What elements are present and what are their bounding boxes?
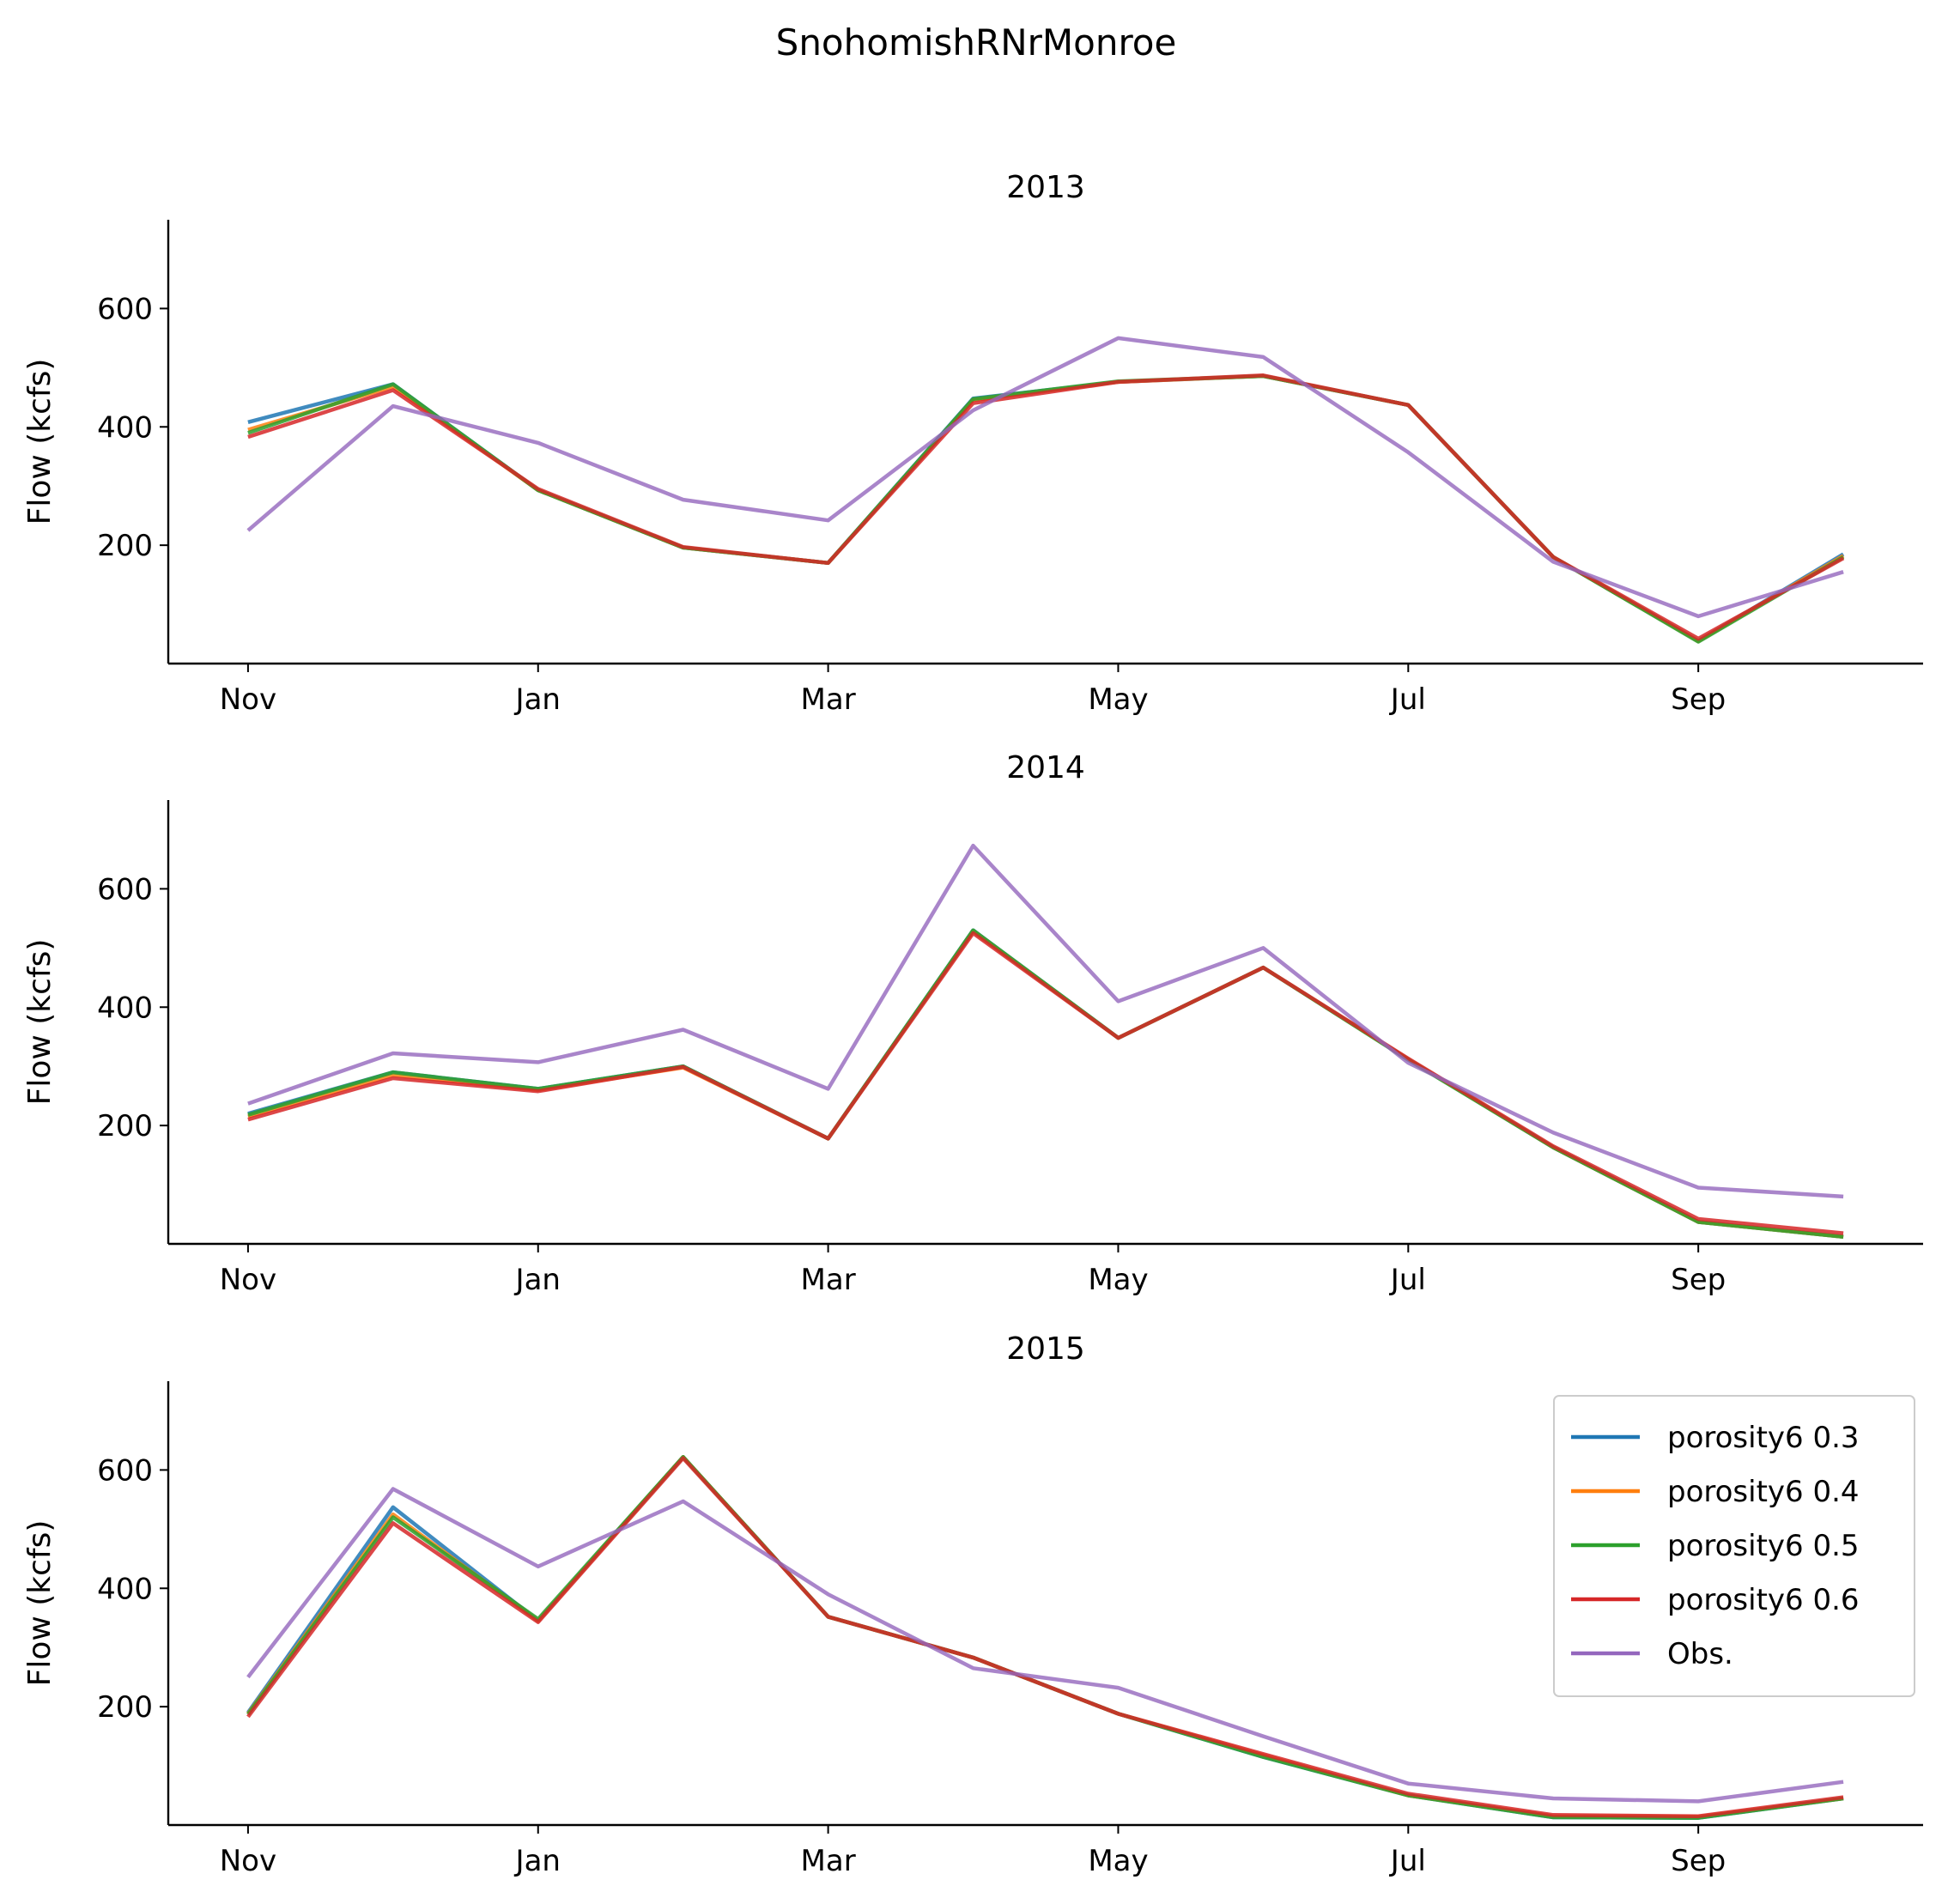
x-tick-label: Jul [1389,1844,1426,1878]
panels: 2013 Flow (kcfs) 200 400 600 Nov Jan Mar May Jul S… [22,170,1923,1878]
x-tick-label: Jul [1389,682,1426,717]
x-tick-label: Nov [220,1263,276,1297]
legend-entry-obs: Obs. [1571,1637,1733,1671]
panel-2013: 2013 Flow (kcfs) 200 400 600 Nov Jan Mar May Jul S… [22,170,1923,717]
legend-label: porosity6 0.6 [1667,1583,1860,1617]
y-tick-label: 600 [97,292,153,326]
y-tick-label: 200 [97,529,153,563]
x-tick-label: Mar [801,1263,856,1297]
y-tick-label: 600 [97,1453,153,1488]
series-line-porosity6-0-5 [247,928,1844,1239]
x-tick-label: May [1088,1263,1148,1297]
x-tick-label: Nov [220,682,276,717]
y-axis-label: Flow (kcfs) [22,359,58,525]
y-axis-label: Flow (kcfs) [22,1520,58,1687]
panel-2015: 2015 Flow (kcfs) 200 400 600 Nov Jan Mar May Jul S… [22,1331,1923,1878]
legend-label: porosity6 0.4 [1667,1475,1860,1509]
legend-frame [1553,1395,1915,1697]
y-tick-label: 400 [97,1572,153,1606]
x-tick-label: Jan [514,1844,561,1878]
figure-title: SnohomishRNrMonroe [776,21,1177,64]
series-line-porosity6-0-6 [246,1456,1844,1818]
x-tick-label: Jan [514,682,561,717]
x-tick-label: Jan [514,1263,561,1297]
series-line-obs [246,336,1844,619]
y-tick-label: 600 [97,872,153,907]
x-tick-label: Jul [1389,1263,1426,1297]
y-tick-label: 200 [97,1109,153,1143]
legend-label: porosity6 0.5 [1667,1529,1860,1563]
legend-label: Obs. [1667,1637,1733,1671]
y-tick-label: 400 [97,991,153,1025]
series-line-porosity6-0-5 [247,373,1845,644]
x-tick-label: Sep [1671,682,1726,717]
legend-entry-porosity6-0-6: porosity6 0.6 [1571,1583,1860,1617]
x-tick-label: Mar [801,682,856,717]
x-tick-label: Nov [220,1844,276,1878]
series-line-obs [247,843,1844,1199]
legend-entry-porosity6-0-3: porosity6 0.3 [1571,1421,1860,1455]
series-line-porosity6-0-4 [247,373,1845,644]
panel-title: 2015 [1006,1331,1085,1367]
y-tick-label: 200 [97,1690,153,1725]
legend-entry-porosity6-0-5: porosity6 0.5 [1571,1529,1860,1563]
legend-label: porosity6 0.3 [1667,1421,1860,1455]
y-tick-label: 400 [97,410,153,445]
x-tick-label: May [1088,1844,1148,1878]
series-line-porosity6-0-6 [247,373,1845,641]
panel-title: 2013 [1006,170,1085,205]
series-line-porosity6-0-6 [247,931,1844,1235]
x-tick-label: Mar [801,1844,856,1878]
y-axis-label: Flow (kcfs) [22,939,58,1106]
x-tick-label: Sep [1671,1263,1726,1297]
x-tick-label: Sep [1671,1844,1726,1878]
series-line-obs [246,1487,1844,1804]
panel-title: 2014 [1006,750,1085,785]
legend-entry-porosity6-0-4: porosity6 0.4 [1571,1475,1860,1509]
x-tick-label: May [1088,682,1148,717]
series-line-porosity6-0-3 [247,373,1845,644]
legend: porosity6 0.3 porosity6 0.4 porosity6 0.5 p… [1553,1395,1915,1697]
panel-2014: 2014 Flow (kcfs) 200 400 600 Nov Jan Mar May Jul S… [22,750,1923,1297]
